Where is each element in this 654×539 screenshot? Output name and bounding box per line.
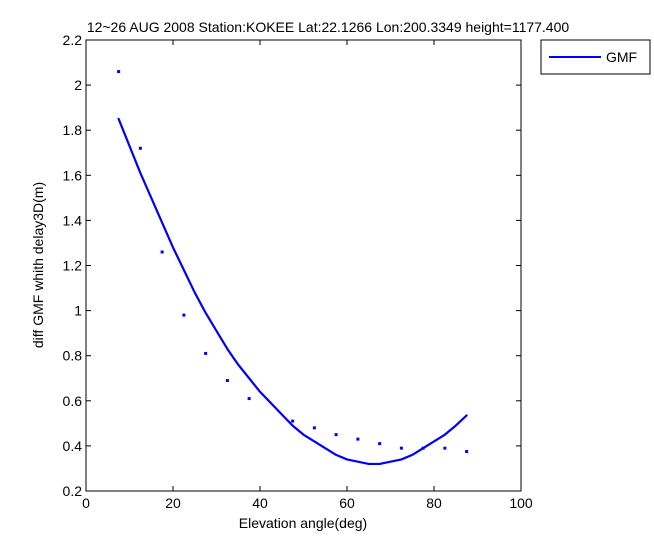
scatter-point <box>160 250 164 254</box>
x-tick-label: 40 <box>252 495 268 511</box>
y-tick-label: 2.2 <box>63 32 83 48</box>
scatter-point <box>443 446 447 450</box>
scatter-point <box>378 442 382 446</box>
y-tick-label: 1.2 <box>63 258 83 274</box>
y-tick-label: 0.4 <box>63 438 83 454</box>
y-tick-label: 1 <box>74 303 82 319</box>
x-tick-label: 100 <box>509 495 533 511</box>
y-tick-label: 1.4 <box>63 212 83 228</box>
scatter-point <box>117 70 121 74</box>
scatter-point <box>291 419 295 423</box>
scatter-point <box>312 426 316 430</box>
scatter-point <box>356 437 360 441</box>
scatter-point <box>334 433 338 437</box>
plot-area <box>85 39 522 492</box>
chart-title: 12~26 AUG 2008 Station:KOKEE Lat:22.1266… <box>87 19 570 35</box>
legend-entry-gmf: GMF <box>606 49 637 65</box>
scatter-point <box>421 446 425 450</box>
legend: GMF <box>540 39 651 75</box>
scatter-point <box>182 313 186 317</box>
y-tick-label: 0.2 <box>63 483 83 499</box>
x-axis: 0 20 40 60 80 100 <box>82 40 533 511</box>
y-tick-label: 1.6 <box>63 167 83 183</box>
x-axis-title: Elevation angle(deg) <box>239 515 367 531</box>
y-tick-label: 2 <box>74 77 82 93</box>
y-tick-label: 0.6 <box>63 393 83 409</box>
scatter-point <box>247 397 251 401</box>
x-tick-label: 20 <box>165 495 181 511</box>
y-axis-title: diff GMF whith delay3D(m) <box>30 182 46 348</box>
series-layer <box>117 70 469 466</box>
scatter-point <box>399 446 403 450</box>
y-tick-label: 1.8 <box>63 122 83 138</box>
scatter-point <box>204 351 208 355</box>
scatter-point <box>465 450 469 454</box>
series-line-gmf <box>117 117 468 466</box>
y-axis: 0.2 0.4 0.6 0.8 1 1.2 1.4 1.6 1.8 2 2.2 <box>63 32 521 499</box>
y-tick-label: 0.8 <box>63 348 83 364</box>
scatter-point <box>138 146 142 150</box>
x-tick-label: 80 <box>426 495 442 511</box>
x-tick-label: 60 <box>339 495 355 511</box>
x-tick-label: 0 <box>82 495 90 511</box>
scatter-point <box>225 379 229 382</box>
